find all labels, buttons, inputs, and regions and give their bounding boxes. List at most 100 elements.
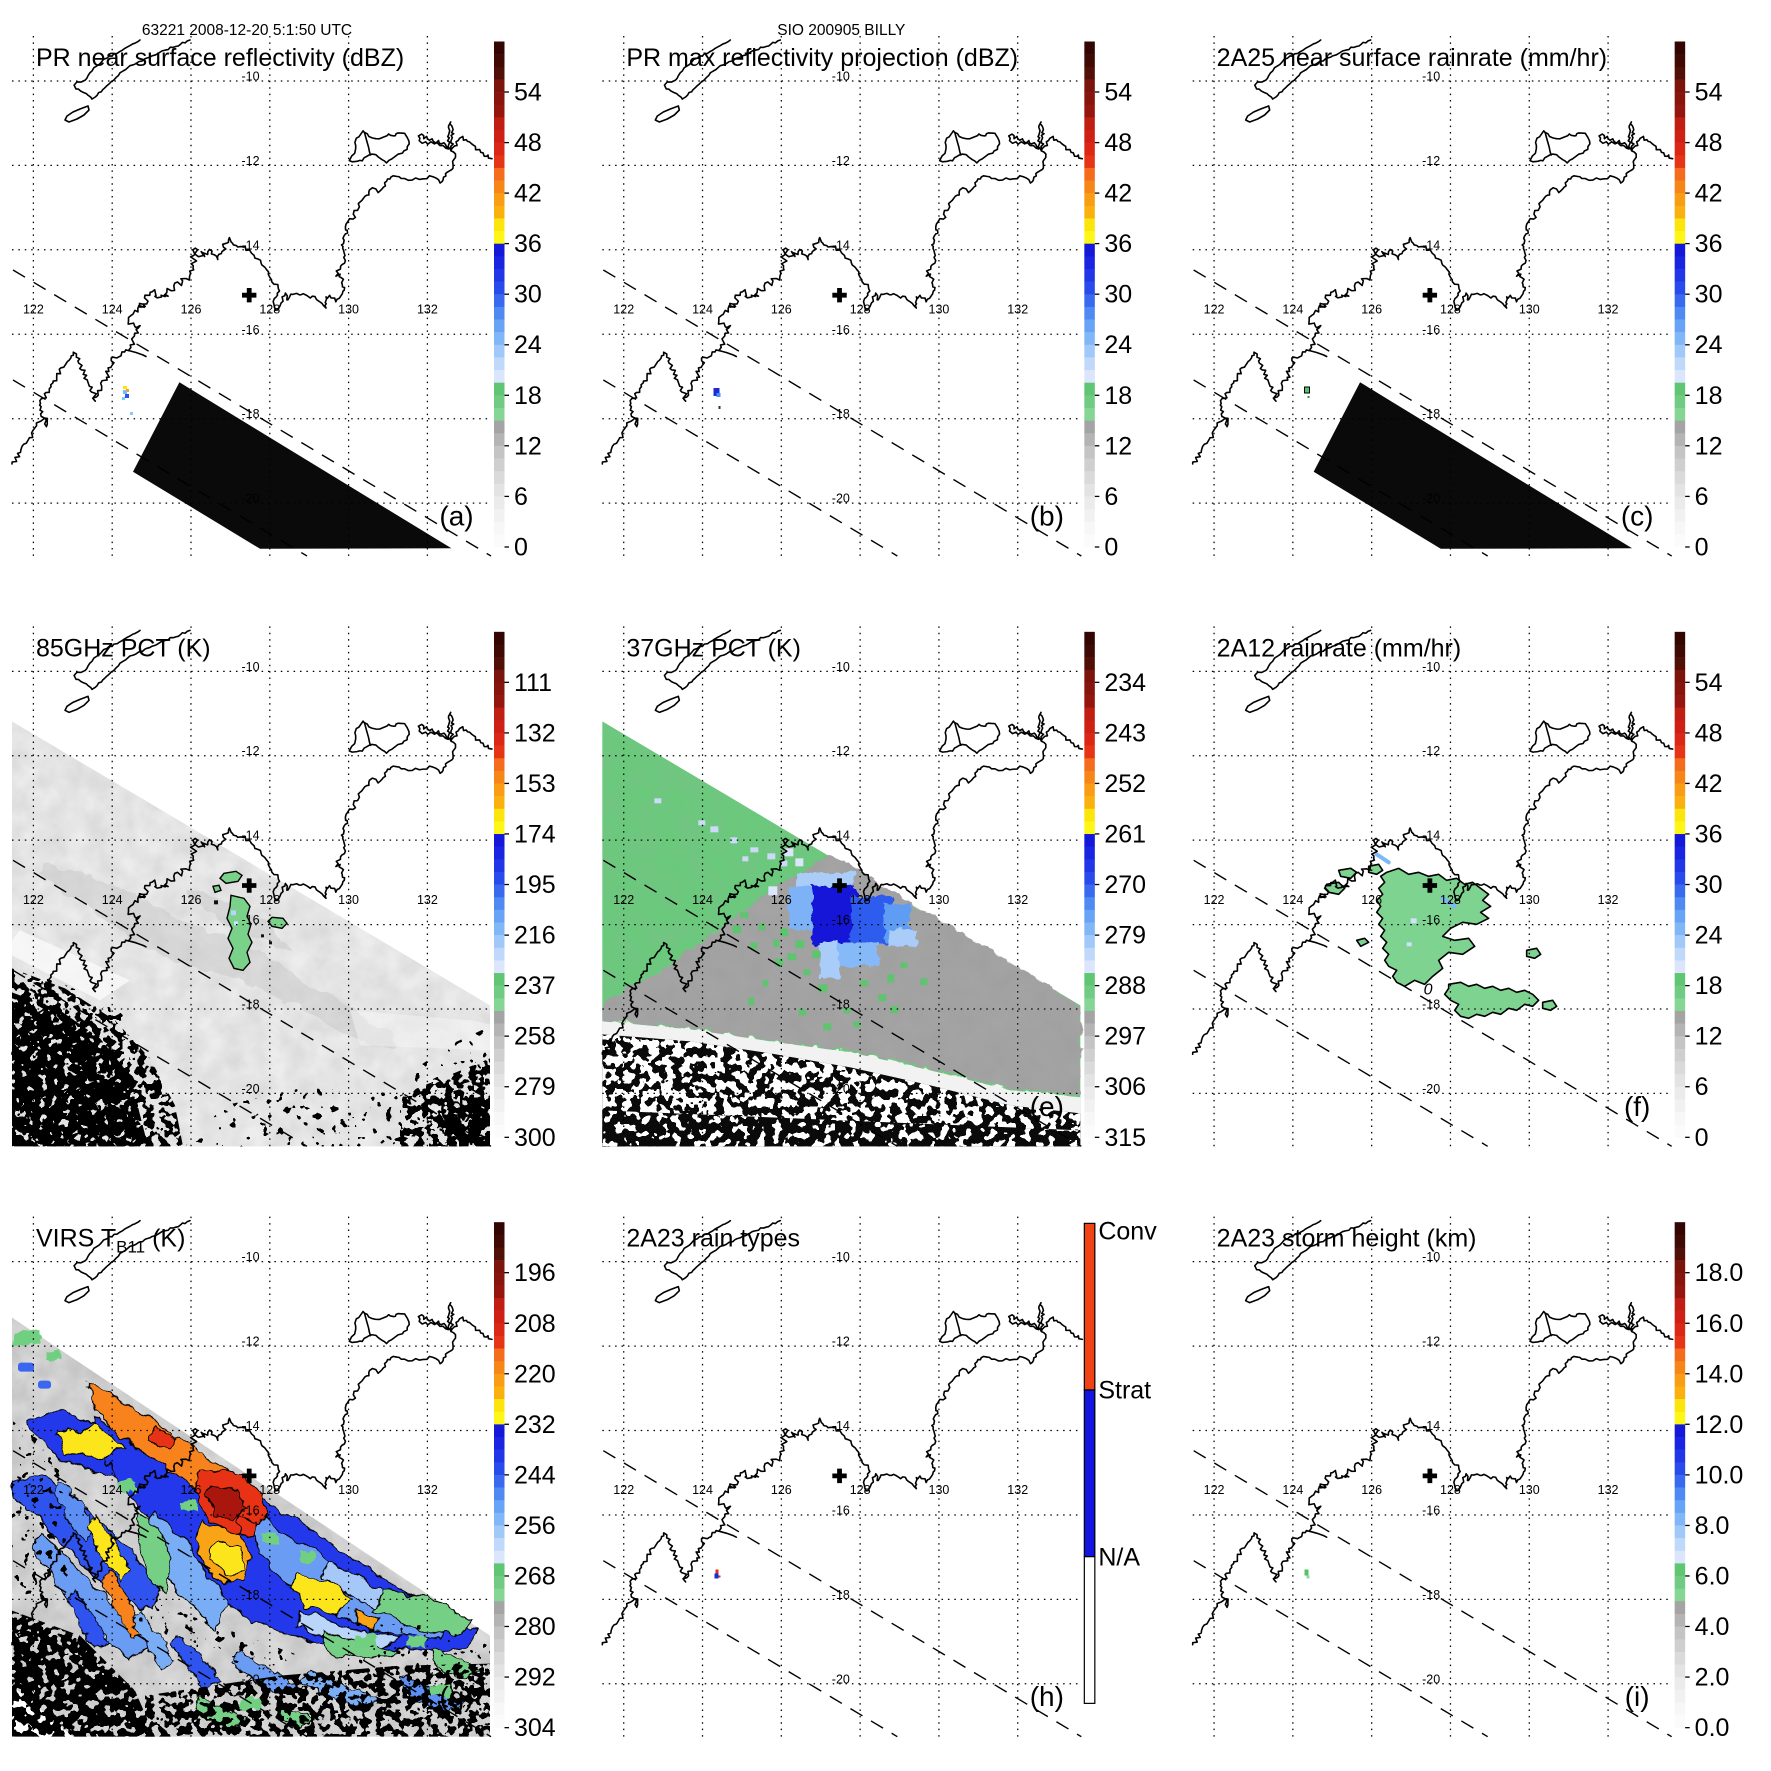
svg-text:300: 300	[514, 1124, 556, 1152]
svg-text:-12: -12	[1422, 154, 1440, 168]
svg-text:124: 124	[1282, 1483, 1303, 1497]
svg-text:2A23 storm height (km): 2A23 storm height (km)	[1217, 1225, 1477, 1253]
svg-text:6: 6	[514, 483, 528, 511]
svg-text:14.0: 14.0	[1695, 1360, 1744, 1388]
svg-text:48: 48	[1104, 129, 1132, 157]
svg-text:54: 54	[514, 79, 542, 107]
svg-text:258: 258	[514, 1023, 556, 1051]
svg-text:-16: -16	[1422, 323, 1440, 337]
svg-text:132: 132	[417, 1483, 438, 1497]
svg-text:-10: -10	[1422, 660, 1440, 674]
svg-text:-16: -16	[1422, 1503, 1440, 1517]
svg-text:122: 122	[1204, 1483, 1225, 1497]
svg-text:122: 122	[23, 1483, 44, 1497]
svg-text:-10: -10	[832, 1250, 850, 1264]
svg-text:-12: -12	[832, 154, 850, 168]
svg-text:-20: -20	[241, 1672, 259, 1686]
svg-text:0: 0	[1104, 534, 1118, 562]
svg-text:132: 132	[1598, 1483, 1619, 1497]
svg-text:-10: -10	[1422, 70, 1440, 84]
svg-text:-20: -20	[832, 1672, 850, 1686]
svg-text:216: 216	[514, 922, 556, 950]
svg-text:124: 124	[692, 1483, 713, 1497]
svg-text:-16: -16	[241, 913, 259, 927]
svg-text:132: 132	[417, 893, 438, 907]
svg-text:132: 132	[417, 303, 438, 317]
svg-text:126: 126	[181, 303, 202, 317]
svg-text:124: 124	[692, 893, 713, 907]
svg-text:122: 122	[613, 1483, 634, 1497]
svg-text:42: 42	[514, 180, 542, 208]
svg-text:132: 132	[1007, 1483, 1028, 1497]
svg-text:132: 132	[1598, 303, 1619, 317]
svg-text:-20: -20	[1422, 1672, 1440, 1686]
svg-text:208: 208	[514, 1310, 556, 1338]
svg-text:270: 270	[1104, 871, 1146, 899]
svg-text:-18: -18	[241, 998, 259, 1012]
svg-text:0: 0	[1424, 981, 1433, 998]
svg-text:130: 130	[929, 893, 950, 907]
svg-text:111: 111	[514, 669, 552, 697]
svg-text:126: 126	[771, 893, 792, 907]
svg-text:18: 18	[1695, 972, 1723, 1000]
svg-text:(f): (f)	[1624, 1091, 1650, 1122]
svg-text:124: 124	[102, 893, 123, 907]
svg-text:-10: -10	[832, 70, 850, 84]
svg-text:-20: -20	[832, 492, 850, 506]
svg-text:244: 244	[514, 1461, 556, 1489]
svg-text:30: 30	[1695, 281, 1723, 309]
svg-text:42: 42	[1695, 180, 1723, 208]
svg-text:6: 6	[1695, 483, 1709, 511]
svg-text:-20: -20	[241, 1082, 259, 1096]
svg-text:0: 0	[1695, 534, 1709, 562]
svg-text:130: 130	[338, 1483, 359, 1497]
svg-text:6: 6	[1104, 483, 1118, 511]
svg-text:(i): (i)	[1625, 1681, 1650, 1712]
svg-text:2A12 rainrate (mm/hr): 2A12 rainrate (mm/hr)	[1217, 634, 1462, 662]
svg-text:315: 315	[1104, 1124, 1146, 1152]
svg-text:24: 24	[1695, 922, 1723, 950]
svg-text:4.0: 4.0	[1695, 1613, 1730, 1641]
svg-text:(a): (a)	[439, 501, 473, 532]
svg-text:12.0: 12.0	[1695, 1411, 1744, 1439]
svg-text:18: 18	[514, 382, 542, 410]
svg-text:122: 122	[23, 893, 44, 907]
svg-text:(b): (b)	[1030, 501, 1064, 532]
svg-text:-18: -18	[832, 998, 850, 1012]
svg-text:24: 24	[514, 331, 542, 359]
svg-text:42: 42	[1104, 180, 1132, 208]
svg-text:124: 124	[1282, 893, 1303, 907]
svg-text:-18: -18	[1422, 998, 1440, 1012]
svg-text:124: 124	[1282, 303, 1303, 317]
svg-text:2A23 rain types: 2A23 rain types	[626, 1225, 800, 1253]
svg-text:130: 130	[1519, 893, 1540, 907]
svg-text:-20: -20	[832, 1082, 850, 1096]
svg-text:0.0: 0.0	[1695, 1714, 1730, 1742]
svg-text:-12: -12	[832, 744, 850, 758]
svg-text:(d): (d)	[439, 1091, 473, 1122]
svg-text:18: 18	[1695, 382, 1723, 410]
svg-text:292: 292	[514, 1664, 556, 1692]
svg-text:132: 132	[1007, 893, 1028, 907]
svg-text:124: 124	[692, 303, 713, 317]
svg-text:132: 132	[514, 719, 556, 747]
svg-text:132: 132	[1598, 893, 1619, 907]
svg-text:130: 130	[338, 303, 359, 317]
svg-text:(h): (h)	[1030, 1681, 1064, 1712]
svg-text:54: 54	[1695, 669, 1723, 697]
svg-text:37GHz PCT (K): 37GHz PCT (K)	[626, 634, 801, 662]
svg-text:237: 237	[514, 972, 556, 1000]
svg-text:130: 130	[929, 303, 950, 317]
svg-text:48: 48	[514, 129, 542, 157]
svg-text:-10: -10	[241, 1250, 259, 1264]
svg-text:36: 36	[514, 230, 542, 258]
svg-text:SIO 200905 BILLY: SIO 200905 BILLY	[777, 22, 905, 39]
svg-text:0: 0	[514, 534, 528, 562]
svg-text:-18: -18	[241, 407, 259, 421]
svg-text:256: 256	[514, 1512, 556, 1540]
svg-text:42: 42	[1695, 770, 1723, 798]
svg-text:PR near surface reflectivity (: PR near surface reflectivity (dBZ)	[36, 44, 404, 72]
svg-text:126: 126	[1361, 303, 1382, 317]
svg-text:126: 126	[181, 1483, 202, 1497]
svg-text:-18: -18	[1422, 1588, 1440, 1602]
